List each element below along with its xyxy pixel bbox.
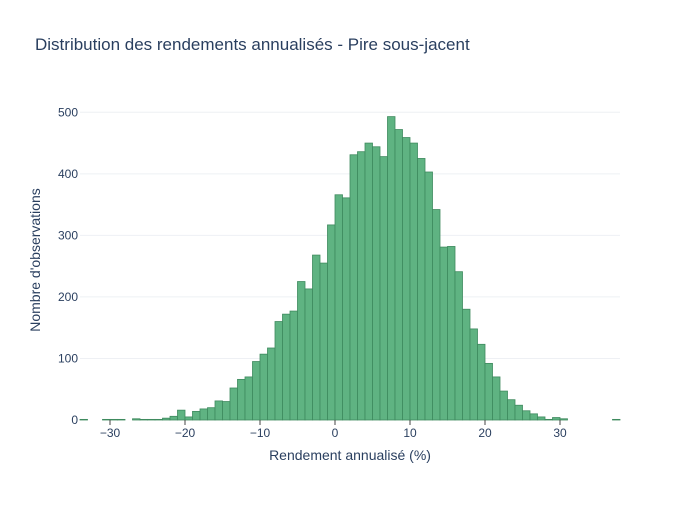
histogram-bar bbox=[447, 246, 456, 421]
histogram-bar bbox=[507, 399, 516, 421]
x-axis-ticks: −30 −20 −10 0 10 20 30 bbox=[100, 420, 567, 440]
y-tick-label: 100 bbox=[58, 351, 78, 365]
x-axis-label: Rendement annualisé (%) bbox=[269, 447, 431, 463]
histogram-bar bbox=[237, 378, 246, 421]
histogram-bar bbox=[612, 418, 621, 421]
histogram-bar bbox=[244, 376, 253, 421]
histogram-bar bbox=[424, 171, 433, 421]
histogram-bar bbox=[207, 407, 216, 421]
histogram-bar bbox=[312, 254, 321, 421]
histogram-bar bbox=[499, 390, 508, 421]
histogram-bar bbox=[409, 142, 418, 421]
histogram-bar bbox=[147, 418, 156, 421]
y-tick-label: 300 bbox=[58, 228, 78, 242]
histogram-bar bbox=[289, 310, 298, 421]
x-tick-label: 20 bbox=[478, 426, 492, 440]
x-tick-label: −20 bbox=[175, 426, 196, 440]
histogram-bar bbox=[402, 137, 411, 421]
x-tick-label: 30 bbox=[553, 426, 567, 440]
histogram-bar bbox=[169, 415, 178, 421]
histogram-bar bbox=[537, 416, 546, 421]
histogram-bar bbox=[334, 194, 343, 421]
histogram-bar bbox=[387, 116, 396, 421]
histogram-bar bbox=[192, 410, 201, 421]
histogram-bar bbox=[117, 418, 126, 421]
histogram-bar bbox=[132, 418, 141, 421]
histogram-bar bbox=[559, 418, 568, 421]
histogram-bar bbox=[349, 154, 358, 421]
histogram-bar bbox=[222, 401, 231, 421]
histogram-bar bbox=[417, 158, 426, 421]
histogram-bar bbox=[364, 142, 373, 421]
histogram-bar bbox=[184, 416, 193, 421]
histogram-bar bbox=[379, 156, 388, 421]
histogram-bar bbox=[484, 362, 493, 421]
histogram-bar bbox=[214, 400, 223, 421]
histogram-bar bbox=[259, 353, 268, 421]
histogram-bar bbox=[139, 418, 148, 421]
histogram-bar bbox=[229, 387, 238, 421]
histogram-bar bbox=[432, 209, 441, 421]
histogram-bar bbox=[492, 376, 501, 421]
y-axis-ticks: 0 100 200 300 400 500 bbox=[58, 105, 78, 427]
histogram-bar bbox=[544, 418, 553, 421]
histogram-bar bbox=[177, 409, 186, 421]
histogram-bar bbox=[267, 347, 276, 421]
chart-title: Distribution des rendements annualisés -… bbox=[35, 35, 470, 54]
histogram-bar bbox=[304, 288, 313, 421]
histogram-bar bbox=[342, 197, 351, 421]
y-tick-label: 200 bbox=[58, 290, 78, 304]
x-tick-label: −30 bbox=[100, 426, 121, 440]
y-tick-label: 0 bbox=[71, 413, 78, 427]
histogram-bar bbox=[439, 246, 448, 421]
histogram-bar bbox=[522, 410, 531, 421]
y-axis-label: Nombre d'observations bbox=[27, 188, 43, 332]
histogram-bar bbox=[79, 418, 88, 421]
histogram-bar bbox=[274, 321, 283, 421]
histogram-bar bbox=[154, 418, 163, 421]
histogram-bar bbox=[514, 404, 523, 421]
histogram-bar bbox=[372, 146, 381, 421]
y-tick-label: 400 bbox=[58, 167, 78, 181]
histogram-bar bbox=[529, 413, 538, 421]
histogram-bar bbox=[102, 418, 111, 421]
y-tick-label: 500 bbox=[58, 105, 78, 119]
x-tick-label: −10 bbox=[250, 426, 271, 440]
histogram-bar bbox=[552, 417, 561, 421]
histogram-bar bbox=[252, 361, 261, 421]
x-tick-label: 10 bbox=[403, 426, 417, 440]
histogram-bar bbox=[199, 408, 208, 421]
histogram-bar bbox=[462, 308, 471, 421]
histogram-bar bbox=[162, 417, 171, 421]
histogram-bar bbox=[297, 281, 306, 421]
histogram-bar bbox=[327, 224, 336, 421]
histogram-bar bbox=[109, 418, 118, 421]
histogram-bars bbox=[79, 116, 621, 421]
x-tick-label: 0 bbox=[332, 426, 339, 440]
histogram-bar bbox=[469, 328, 478, 421]
histogram-bar bbox=[357, 151, 366, 421]
histogram-bar bbox=[282, 313, 291, 421]
histogram-bar bbox=[319, 262, 328, 421]
histogram-bar bbox=[477, 343, 486, 421]
histogram-bar bbox=[394, 129, 403, 421]
histogram-bar bbox=[454, 271, 463, 421]
